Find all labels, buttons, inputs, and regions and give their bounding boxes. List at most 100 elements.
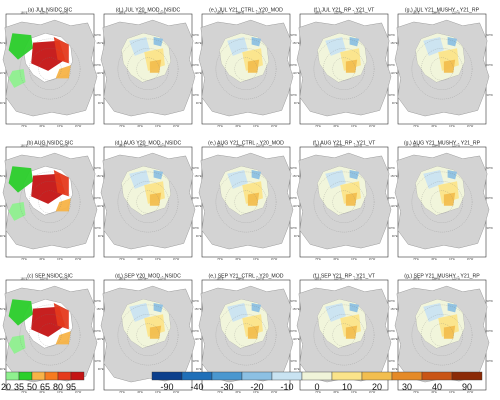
latitude-line: [430, 323, 454, 347]
longitude-tick-label: 120°W: [452, 276, 460, 280]
longitude-tick-label: 180°E: [20, 276, 27, 280]
sic-colorbar-label: 50: [27, 382, 37, 392]
longitude-tick-label: 150°W: [236, 10, 244, 14]
longitude-tick-label: 45°E: [333, 390, 339, 394]
longitude-tick-label: 180°E: [216, 276, 223, 280]
longitude-tick-label: 150°E: [292, 174, 299, 178]
latitude-line: [323, 314, 365, 356]
longitude-tick-label: 180°E: [216, 10, 223, 14]
longitude-tick-label: 60°W: [389, 329, 396, 333]
longitude-tick-label: 15°E: [155, 390, 161, 394]
ice-anomaly-region: [345, 59, 358, 73]
ice-anomaly-region: [153, 170, 164, 180]
longitude-tick-label: 75°E: [315, 124, 321, 128]
sic-colorbar: 20 35 50 65 80 95: [1, 371, 85, 392]
difference-colorbar-label: -10: [280, 382, 293, 392]
sic-colorbar-swatch: [57, 371, 72, 381]
difference-colorbar-label: 90: [462, 382, 472, 392]
longitude-tick-label: 90°W: [291, 33, 298, 37]
longitude-tick-label: 15°E: [253, 257, 259, 261]
longitude-tick-label: 60°W: [193, 196, 200, 200]
longitude-tick-label: 60°W: [487, 63, 494, 67]
ice-anomaly-region: [325, 170, 346, 189]
longitude-tick-label: 60°W: [95, 63, 102, 67]
longitude-tick-label: 15°E: [449, 124, 455, 128]
longitude-tick-label: 90°W: [193, 166, 200, 170]
latitude-line: [430, 57, 454, 81]
longitude-tick-label: 150°W: [334, 276, 342, 280]
panel-title: (a) JUL NSIDC SIC: [28, 8, 73, 14]
latitude-line: [313, 304, 375, 366]
latitude-line: [225, 48, 267, 90]
longitude-tick-label: 120°E: [0, 337, 6, 341]
longitude-tick-label: 120°W: [60, 10, 68, 14]
ice-anomaly-region: [8, 33, 34, 60]
panel-title: (f,) AUG Y21_RP - Y21_VT: [313, 141, 376, 147]
longitude-tick-label: 45°E: [39, 124, 45, 128]
latitude-line: [421, 314, 463, 356]
sic-colorbar-label: 80: [53, 382, 63, 392]
latitude-line: [234, 190, 258, 214]
sic-colorbar-swatch: [70, 371, 85, 381]
ice-anomaly-region: [129, 303, 150, 322]
panel-grid: (a) JUL NSIDC SIC 180°E 150°W 120°W 150°E 120…: [0, 8, 493, 395]
difference-colorbar: -90 -40 -30 -20 -10 0 10 20 30 40 90: [151, 371, 483, 392]
longitude-tick-label: 60°W: [487, 329, 494, 333]
longitude-tick-label: 15°W: [467, 124, 474, 128]
longitude-tick-label: 75°E: [217, 124, 223, 128]
ice-anomaly-region: [149, 192, 162, 206]
difference-colorbar-label: 0: [314, 382, 319, 392]
ice-anomaly-region: [251, 37, 262, 47]
latitude-line: [215, 171, 277, 233]
panel-title: (e,) SEP Y21_CTRL - Y20_MOD: [208, 274, 283, 280]
longitude-tick-label: 180°E: [20, 143, 27, 147]
longitude-tick-label: 90°W: [389, 166, 396, 170]
latitude-line: [117, 38, 179, 100]
longitude-tick-label: 45°E: [39, 390, 45, 394]
longitude-tick-label: 30°W: [389, 226, 396, 230]
longitude-tick-label: 180°E: [412, 276, 419, 280]
longitude-tick-label: 120°W: [256, 143, 264, 147]
longitude-tick-label: 45°E: [137, 390, 143, 394]
latitude-line: [19, 38, 81, 100]
longitude-tick-label: 120°W: [60, 143, 68, 147]
longitude-tick-label: 30°W: [389, 359, 396, 363]
longitude-tick-label: 60°W: [193, 63, 200, 67]
panel-title: (g,) AUG Y21_MUSHY - Y21_RP: [404, 141, 481, 147]
longitude-tick-label: 30°W: [487, 226, 494, 230]
panel-title: (d,) JUL Y20_MOD - NSIDC: [116, 8, 181, 14]
longitude-tick-label: 60°W: [291, 329, 298, 333]
longitude-tick-label: 15°E: [449, 390, 455, 394]
longitude-tick-label: 90°W: [291, 166, 298, 170]
longitude-tick-label: 90°E: [0, 234, 6, 238]
latitude-line: [234, 323, 258, 347]
latitude-line: [323, 181, 365, 223]
longitude-tick-label: 90°W: [193, 33, 200, 37]
longitude-tick-label: 15°W: [75, 257, 82, 261]
longitude-tick-label: 30°W: [95, 359, 102, 363]
longitude-tick-label: 120°E: [0, 71, 6, 75]
longitude-tick-label: 150°W: [236, 276, 244, 280]
difference-colorbar-swatch: [241, 371, 273, 381]
latitude-line: [332, 57, 356, 81]
longitude-tick-label: 15°W: [467, 390, 474, 394]
sic-colorbar-label: 65: [40, 382, 50, 392]
longitude-tick-label: 75°E: [413, 390, 419, 394]
sic-colorbar-label: 20: [1, 382, 11, 392]
longitude-tick-label: 15°W: [369, 390, 376, 394]
ice-anomaly-region: [423, 170, 444, 189]
longitude-tick-label: 30°W: [291, 93, 298, 97]
ice-anomaly-region: [247, 192, 260, 206]
latitude-line: [117, 171, 179, 233]
longitude-tick-label: 90°W: [193, 299, 200, 303]
panel-title: (e,) AUG Y21_CTRL - Y20_MOD: [208, 141, 284, 147]
longitude-tick-label: 120°W: [354, 276, 362, 280]
ice-anomaly-region: [53, 37, 69, 64]
longitude-tick-label: 30°W: [95, 226, 102, 230]
sic-colorbar-label: 35: [14, 382, 24, 392]
